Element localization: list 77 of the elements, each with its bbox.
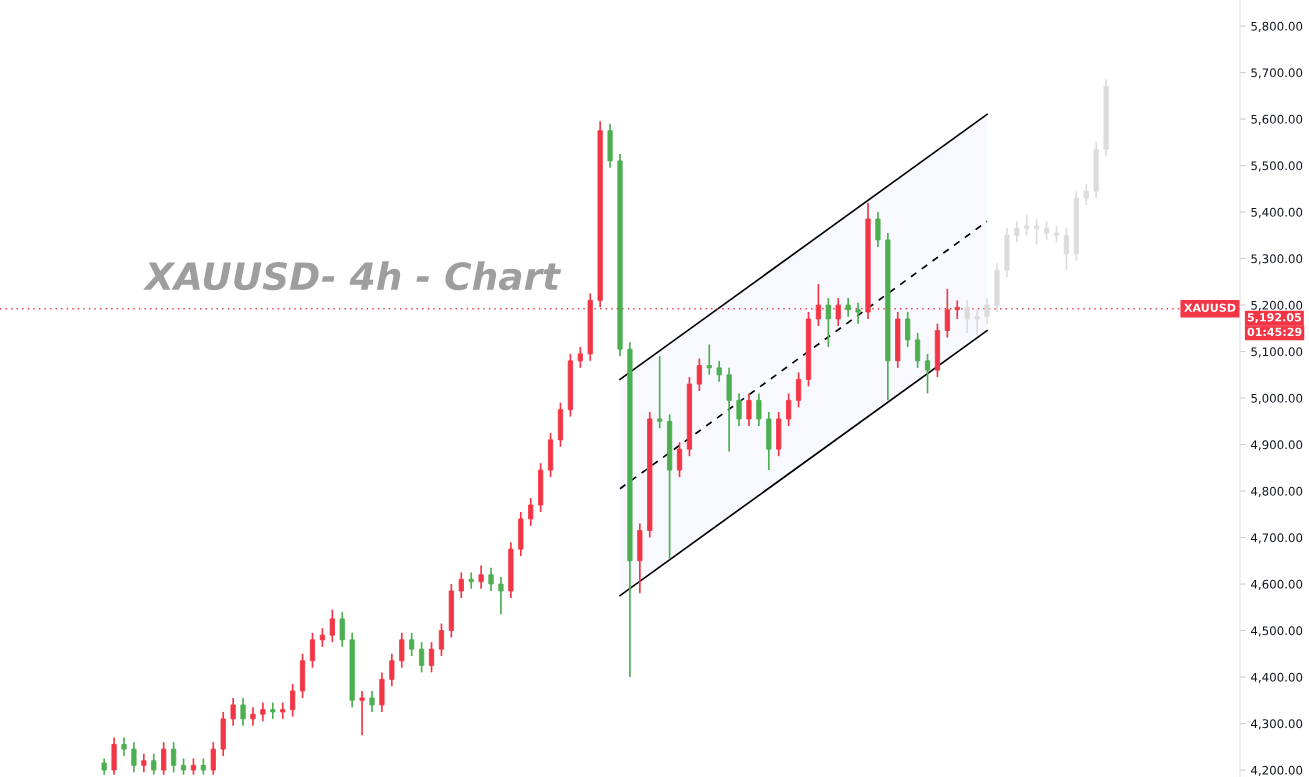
- candlestick: [984, 297, 990, 325]
- candlestick: [399, 632, 405, 669]
- y-tick-label: 5,400.00: [1251, 207, 1303, 218]
- text: XAUUSD- 4h - Chart: [143, 261, 562, 291]
- candlestick: [855, 301, 861, 325]
- candlestick: [498, 576, 504, 616]
- candlestick: [419, 641, 425, 674]
- candlestick: [488, 566, 494, 592]
- y-tick-label: 5,600.00: [1251, 114, 1303, 125]
- text: 01:45:29: [1247, 327, 1302, 337]
- candlestick: [845, 297, 851, 318]
- candlestick: [875, 211, 881, 248]
- candlestick: [458, 571, 464, 599]
- candlestick: [1024, 213, 1030, 237]
- candlestick: [905, 311, 911, 348]
- y-tick-label: 5,700.00: [1251, 68, 1303, 79]
- candlestick: [706, 343, 712, 376]
- candlestick: [131, 741, 137, 774]
- candlestick: [290, 683, 296, 718]
- candlestick: [528, 497, 534, 527]
- candlestick: [915, 332, 921, 369]
- ref-line-label: XAUUSD: [1184, 303, 1236, 312]
- candlestick: [141, 752, 147, 774]
- y-tick-label: 4,500.00: [1250, 626, 1303, 637]
- candlestick: [974, 308, 980, 337]
- candlestick: [250, 706, 256, 727]
- candlestick: [121, 736, 127, 757]
- candlestick: [577, 346, 583, 369]
- y-tick-label: 4,900.00: [1250, 440, 1303, 451]
- y-tick-label: 5,800.00: [1251, 21, 1303, 32]
- y-tick-label: 5,500.00: [1251, 161, 1303, 172]
- candlestick: [329, 608, 335, 643]
- candlestick: [1014, 220, 1020, 244]
- y-tick-label: 4,800.00: [1250, 486, 1303, 497]
- candlestick: [746, 392, 752, 427]
- candlestick: [786, 392, 792, 427]
- y-tick-label: 4,700.00: [1250, 533, 1303, 544]
- y-tick-label: 5,300.00: [1251, 254, 1303, 265]
- candlestick: [438, 622, 445, 657]
- candlestick: [339, 611, 345, 648]
- candlestick: [428, 641, 435, 674]
- candlestick: [676, 441, 683, 478]
- candlestick: [171, 741, 177, 774]
- candlestick: [468, 571, 474, 590]
- candlestick: [924, 353, 931, 395]
- candlestick: [210, 741, 216, 776]
- candlestick: [1063, 227, 1069, 271]
- candlestick: [309, 632, 316, 669]
- candlestick: [657, 355, 663, 430]
- y-tick-label: 5,100.00: [1251, 347, 1303, 358]
- y-tick-label: 4,600.00: [1250, 579, 1303, 590]
- text: 5,192.05: [1247, 313, 1301, 323]
- candlestick: [756, 392, 762, 427]
- y-tick-label: 5,000.00: [1251, 393, 1303, 404]
- y-tick-label: 4,400.00: [1250, 672, 1303, 683]
- candlestick: [389, 652, 395, 688]
- candlestick: [409, 632, 415, 657]
- candlestick: [478, 564, 484, 590]
- y-tick-label: 4,300.00: [1250, 719, 1303, 730]
- candlestick: [1043, 220, 1050, 241]
- candlestick: [825, 297, 831, 348]
- candlestick: [795, 371, 802, 409]
- candlestick: [151, 752, 157, 776]
- candlestick: [240, 697, 246, 727]
- candlestick: [964, 299, 970, 334]
- candlestick: [696, 357, 702, 392]
- candlestick: [359, 690, 365, 736]
- candlestick: [736, 392, 742, 427]
- candlestick: [369, 690, 375, 713]
- candlestick: [230, 697, 236, 727]
- y-tick-label: 4,200.00: [1250, 765, 1303, 776]
- candlestick: [1083, 183, 1089, 206]
- candlestick: [161, 741, 167, 776]
- candlestick: [1034, 218, 1040, 246]
- candlestick: [260, 701, 266, 723]
- candlestick: [716, 359, 722, 383]
- y-tick-label: 5,200.00: [1251, 300, 1303, 311]
